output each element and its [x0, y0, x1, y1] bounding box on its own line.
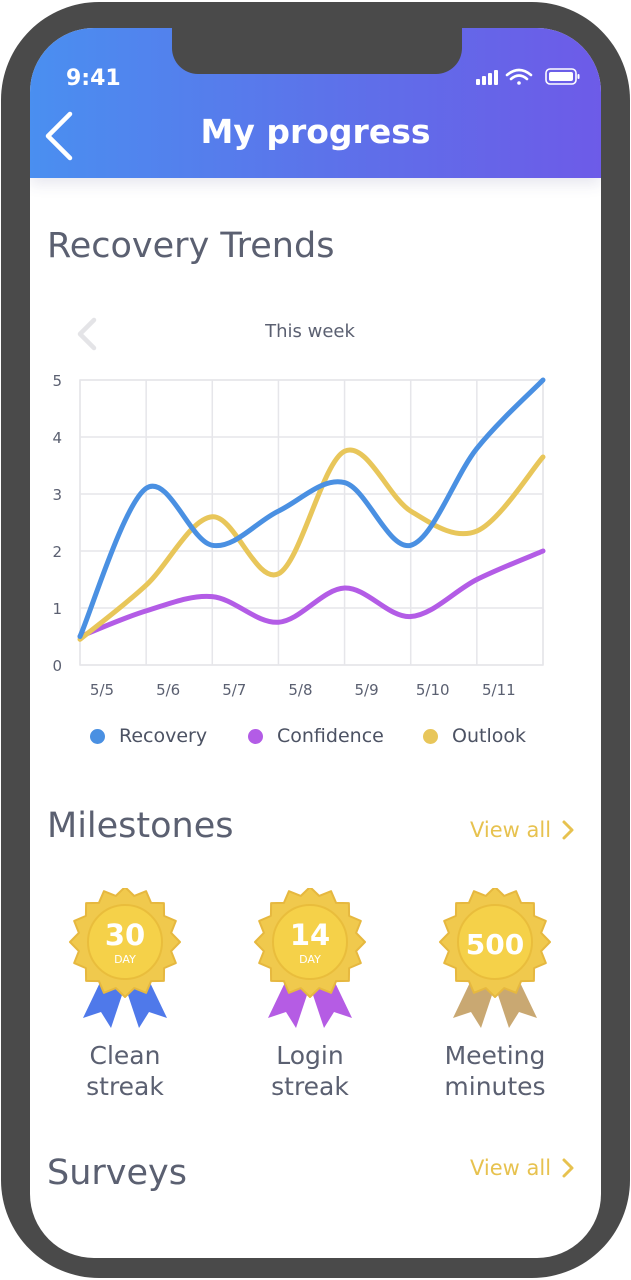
back-button[interactable]: [40, 106, 82, 164]
seal-inner-circle: [87, 904, 163, 980]
badge-number: 30: [105, 918, 145, 952]
series-line-recovery: [77, 377, 546, 639]
legend-dot-outlook: [423, 728, 438, 744]
legend-label-outlook: Outlook: [452, 725, 526, 747]
badge-caption: Meeting minutes: [444, 1041, 546, 1101]
y-tick-label: 2: [52, 543, 62, 561]
y-tick-label: 3: [52, 486, 62, 504]
badge-unit: DAY: [299, 953, 321, 966]
legend-item-confidence: Confidence: [248, 725, 384, 747]
x-tick-label: 5/11: [482, 681, 516, 699]
screen: 9:41 My progress Recovery Trend: [30, 28, 601, 1258]
chevron-right-icon: [562, 1158, 574, 1178]
legend-item-recovery: Recovery: [90, 725, 207, 747]
app-header: 9:41 My progress: [30, 28, 601, 178]
milestone-badge-clean-streak[interactable]: 30 DAY Clean streak: [60, 888, 190, 1102]
award-ribbon-icon: 500: [439, 888, 551, 1028]
x-tick-label: 5/10: [416, 681, 450, 699]
y-tick-label: 0: [52, 657, 62, 675]
legend-dot-confidence: [248, 728, 263, 744]
recovery-trends-chart: 0 1 2 3 4 5 5/5 5/6 5/7 5/8 5/9 5/10 5/11: [52, 372, 546, 699]
x-tick-label: 5/9: [355, 681, 379, 699]
surveys-view-all-label: View all: [470, 1156, 552, 1180]
badge-caption: Clean streak: [86, 1041, 164, 1101]
legend-label-recovery: Recovery: [119, 725, 208, 747]
battery-icon: [545, 68, 580, 85]
chart-legend: Recovery Confidence Outlook: [30, 725, 601, 751]
badge-unit: DAY: [114, 953, 136, 966]
chevron-left-icon: [45, 111, 73, 161]
milestone-badge-meeting-minutes[interactable]: 500 Meeting minutes: [430, 888, 560, 1102]
y-tick-label: 5: [52, 372, 62, 390]
chevron-left-icon: [77, 317, 97, 351]
x-tick-label: 5/7: [222, 681, 246, 699]
legend-label-confidence: Confidence: [277, 725, 384, 747]
milestones-view-all-label: View all: [470, 818, 552, 842]
seal-inner-circle: [272, 904, 348, 980]
milestone-badge-login-streak[interactable]: 14 DAY Login streak: [245, 888, 375, 1102]
page-title: My progress: [200, 112, 431, 151]
signal-icon: [476, 70, 498, 85]
milestones-title: Milestones: [47, 806, 234, 846]
previous-period-button[interactable]: [70, 314, 106, 354]
x-tick-label: 5/5: [90, 681, 114, 699]
badge-number: 14: [290, 918, 330, 952]
surveys-view-all-link[interactable]: View all: [470, 1156, 575, 1180]
series-line-outlook: [77, 447, 546, 642]
status-time: 9:41: [66, 66, 121, 91]
badge-caption: Login streak: [271, 1041, 349, 1101]
device-notch: [172, 28, 462, 74]
milestones-view-all-link[interactable]: View all: [470, 818, 575, 842]
seal-inner-circle: [457, 904, 533, 980]
period-label: This week: [265, 321, 355, 342]
legend-item-outlook: Outlook: [423, 725, 526, 747]
trends-title: Recovery Trends: [47, 226, 335, 266]
legend-dot-recovery: [90, 728, 105, 744]
badge-number: 500: [466, 928, 524, 961]
status-icons: [476, 68, 580, 85]
x-tick-label: 5/6: [156, 681, 180, 699]
chevron-right-icon: [562, 820, 574, 840]
plot-border: [79, 379, 544, 666]
series-line-confidence: [77, 548, 546, 639]
surveys-title: Surveys: [47, 1153, 187, 1193]
y-tick-label: 1: [52, 600, 62, 618]
wifi-icon: [505, 68, 533, 85]
x-tick-label: 5/8: [288, 681, 312, 699]
y-tick-label: 4: [52, 429, 62, 447]
